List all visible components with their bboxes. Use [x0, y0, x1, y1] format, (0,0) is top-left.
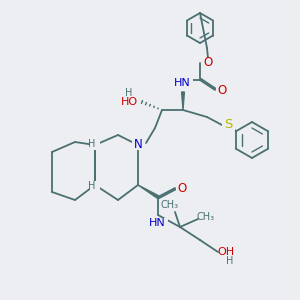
FancyBboxPatch shape — [90, 181, 100, 190]
Text: HN: HN — [148, 218, 165, 228]
Polygon shape — [138, 185, 159, 198]
Text: HO: HO — [120, 97, 138, 107]
FancyBboxPatch shape — [171, 79, 193, 89]
FancyBboxPatch shape — [146, 218, 168, 228]
Text: O: O — [177, 182, 187, 194]
Text: H: H — [125, 88, 133, 98]
FancyBboxPatch shape — [176, 183, 188, 193]
FancyBboxPatch shape — [90, 140, 100, 149]
Text: HN: HN — [174, 78, 190, 88]
Text: H: H — [226, 256, 234, 266]
Text: CH₃: CH₃ — [161, 200, 179, 210]
Text: OH: OH — [218, 247, 235, 257]
Text: O: O — [218, 83, 226, 97]
Text: S: S — [224, 118, 232, 131]
FancyBboxPatch shape — [219, 247, 233, 257]
FancyBboxPatch shape — [215, 85, 229, 95]
FancyBboxPatch shape — [221, 119, 235, 130]
Text: H: H — [88, 181, 96, 191]
Text: CH₃: CH₃ — [197, 212, 215, 222]
Polygon shape — [182, 92, 184, 110]
FancyBboxPatch shape — [132, 140, 144, 150]
FancyBboxPatch shape — [120, 97, 138, 107]
Text: N: N — [134, 139, 142, 152]
FancyBboxPatch shape — [202, 58, 214, 68]
Text: H: H — [88, 139, 96, 149]
Text: O: O — [203, 56, 213, 70]
